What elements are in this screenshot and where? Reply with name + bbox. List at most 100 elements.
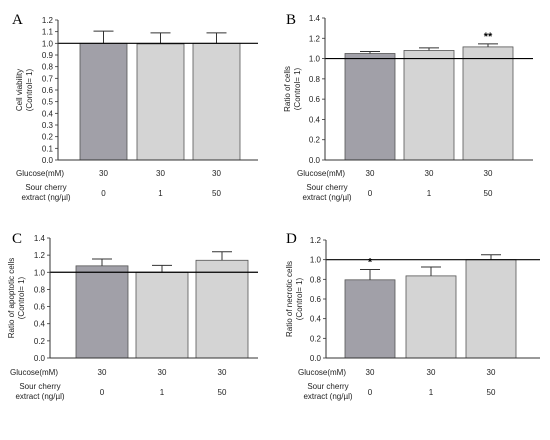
y-tick-label: 0.7 bbox=[42, 74, 54, 83]
extract-row-label: extract (ng/µl) bbox=[303, 392, 352, 401]
extract-value: 50 bbox=[218, 388, 227, 397]
glucose-value: 30 bbox=[425, 169, 434, 178]
glucose-row-label: Glucose(mM) bbox=[298, 368, 346, 377]
extract-row-label: Sour cherry bbox=[307, 382, 348, 391]
y-tick-label: 1.2 bbox=[42, 16, 54, 25]
bar bbox=[135, 271, 189, 359]
y-axis-title: Ratio of apoptotic cells bbox=[7, 258, 16, 339]
panel-b: B ** 0.0 0.2 0.4 0.6 0.8 1.0 1.2 1.4 Ratio of cell… bbox=[283, 12, 533, 202]
glucose-value: 30 bbox=[98, 368, 107, 377]
extract-value: 0 bbox=[368, 388, 373, 397]
significance-marker: ** bbox=[484, 31, 493, 43]
extract-row-label: extract (ng/µl) bbox=[302, 193, 351, 202]
panel-c: C 0.0 0.2 0.4 0.6 0.8 1.0 1.2 1.4 Ratio of apopto… bbox=[7, 231, 258, 401]
panel-d: D * 0.0 0.2 0.4 0.6 0.8 1.0 1.2 Ratio of necrotic… bbox=[285, 231, 540, 401]
extract-row-label: Sour cherry bbox=[306, 183, 347, 192]
y-tick-label: 0.5 bbox=[42, 98, 54, 107]
extract-value: 50 bbox=[212, 189, 221, 198]
glucose-value: 30 bbox=[366, 368, 375, 377]
y-tick-label: 0.0 bbox=[309, 156, 321, 165]
glucose-value: 30 bbox=[487, 368, 496, 377]
panel-letter: B bbox=[286, 12, 296, 28]
y-tick-label: 0.4 bbox=[42, 109, 54, 118]
bar bbox=[75, 265, 129, 359]
extract-value: 0 bbox=[368, 189, 373, 198]
y-tick-label: 0.0 bbox=[42, 156, 54, 165]
y-tick-label: 0.4 bbox=[309, 115, 321, 124]
bar bbox=[344, 279, 396, 359]
significance-marker: * bbox=[368, 257, 373, 269]
y-tick-label: 0.2 bbox=[309, 136, 321, 145]
y-tick-label: 0.9 bbox=[42, 51, 54, 60]
glucose-value: 30 bbox=[484, 169, 493, 178]
extract-value: 1 bbox=[427, 189, 432, 198]
bar bbox=[462, 46, 514, 161]
glucose-value: 30 bbox=[158, 368, 167, 377]
bar bbox=[465, 259, 517, 359]
extract-value: 0 bbox=[101, 189, 106, 198]
glucose-row-label: Glucose(mM) bbox=[16, 169, 64, 178]
y-tick-label: 1.4 bbox=[34, 234, 46, 243]
bar bbox=[344, 53, 396, 161]
y-tick-label: 1.1 bbox=[42, 28, 54, 37]
bar bbox=[405, 275, 457, 359]
y-tick-label: 0.2 bbox=[42, 133, 54, 142]
y-tick-label: 0.2 bbox=[310, 334, 322, 343]
y-tick-label: 1.0 bbox=[34, 268, 46, 277]
y-tick-label: 0.8 bbox=[310, 275, 322, 284]
y-tick-label: 0.8 bbox=[34, 285, 46, 294]
extract-value: 1 bbox=[160, 388, 165, 397]
y-tick-label: 1.2 bbox=[34, 251, 46, 260]
extract-row-label: Sour cherry bbox=[19, 382, 60, 391]
extract-row-label: extract (ng/µl) bbox=[15, 392, 64, 401]
y-axis-title: (Control= 1) bbox=[293, 67, 302, 110]
y-tick-label: 0.6 bbox=[34, 303, 46, 312]
bar bbox=[192, 42, 241, 161]
y-tick-label: 1.2 bbox=[309, 34, 321, 43]
extract-value: 50 bbox=[487, 388, 496, 397]
panel-a: A 0.0 0.1 0.2 0.3 0.4 0.5 0.6 0.7 0.8 0.9 1.0 1.1 1.2… bbox=[12, 12, 258, 202]
glucose-value: 30 bbox=[366, 169, 375, 178]
glucose-value: 30 bbox=[156, 169, 165, 178]
y-tick-label: 0.6 bbox=[42, 86, 54, 95]
glucose-value: 30 bbox=[427, 368, 436, 377]
glucose-value: 30 bbox=[218, 368, 227, 377]
y-axis-title: Ratio of cells bbox=[283, 66, 292, 112]
y-axis-title: (Control= 1) bbox=[25, 68, 34, 111]
panel-letter: C bbox=[12, 231, 22, 247]
y-tick-label: 0.0 bbox=[310, 354, 322, 363]
y-tick-label: 0.1 bbox=[42, 144, 54, 153]
y-tick-label: 1.2 bbox=[310, 236, 322, 245]
panel-letter: A bbox=[12, 12, 23, 28]
y-tick-label: 1.0 bbox=[310, 256, 322, 265]
extract-row-label: Sour cherry bbox=[25, 183, 66, 192]
y-tick-label: 1.0 bbox=[309, 55, 321, 64]
bar bbox=[79, 42, 128, 161]
y-axis-title: (Control= 1) bbox=[295, 277, 304, 320]
y-tick-label: 0.2 bbox=[34, 337, 46, 346]
y-tick-label: 1.0 bbox=[42, 39, 54, 48]
y-tick-label: 0.4 bbox=[310, 315, 322, 324]
y-tick-label: 0.8 bbox=[42, 63, 54, 72]
extract-value: 50 bbox=[484, 189, 493, 198]
glucose-value: 30 bbox=[212, 169, 221, 178]
y-tick-label: 0.6 bbox=[310, 295, 322, 304]
y-tick-label: 1.4 bbox=[309, 14, 321, 23]
extract-row-label: extract (ng/µl) bbox=[21, 193, 70, 202]
bar bbox=[136, 43, 185, 161]
y-tick-label: 0.3 bbox=[42, 121, 54, 130]
y-tick-label: 0.0 bbox=[34, 354, 46, 363]
extract-value: 1 bbox=[429, 388, 434, 397]
panel-letter: D bbox=[286, 231, 297, 247]
extract-value: 0 bbox=[100, 388, 105, 397]
y-tick-label: 0.4 bbox=[34, 320, 46, 329]
glucose-value: 30 bbox=[99, 169, 108, 178]
y-tick-label: 0.6 bbox=[309, 95, 321, 104]
bar bbox=[403, 50, 455, 161]
glucose-row-label: Glucose(mM) bbox=[297, 169, 345, 178]
bar bbox=[195, 259, 249, 359]
glucose-row-label: Glucose(mM) bbox=[10, 368, 58, 377]
y-tick-label: 0.8 bbox=[309, 75, 321, 84]
